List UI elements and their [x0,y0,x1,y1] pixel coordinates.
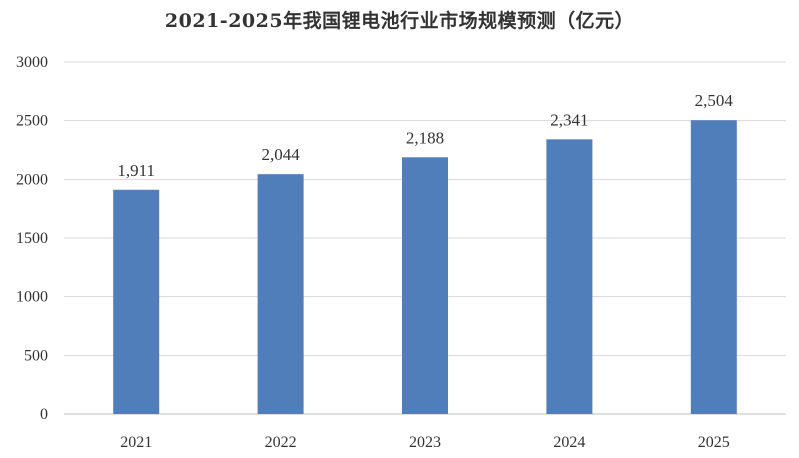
data-label: 2,341 [550,110,588,129]
x-tick-label: 2023 [409,434,441,451]
y-tick-label: 1500 [16,230,48,247]
y-tick-label: 1000 [16,289,48,306]
x-tick-label: 2025 [698,434,730,451]
data-label: 2,504 [695,91,734,110]
y-tick-label: 500 [24,347,48,364]
chart-title: 2021-2025年我国锂电池行业市场规模预测（亿元） [164,10,635,32]
bar [113,189,160,414]
data-label: 2,188 [406,128,444,147]
bar [546,139,593,414]
y-tick-label: 2500 [16,113,48,130]
bar [257,174,304,414]
y-tick-label: 3000 [16,54,48,71]
bar [402,157,448,415]
data-label: 2,044 [261,145,300,164]
x-tick-label: 2022 [265,434,297,451]
bar [690,120,737,415]
data-label: 1,911 [117,161,155,180]
x-tick-label: 2021 [120,434,152,451]
x-tick-label: 2024 [553,434,585,451]
y-tick-label: 2000 [16,171,48,188]
y-tick-label: 0 [40,406,48,423]
